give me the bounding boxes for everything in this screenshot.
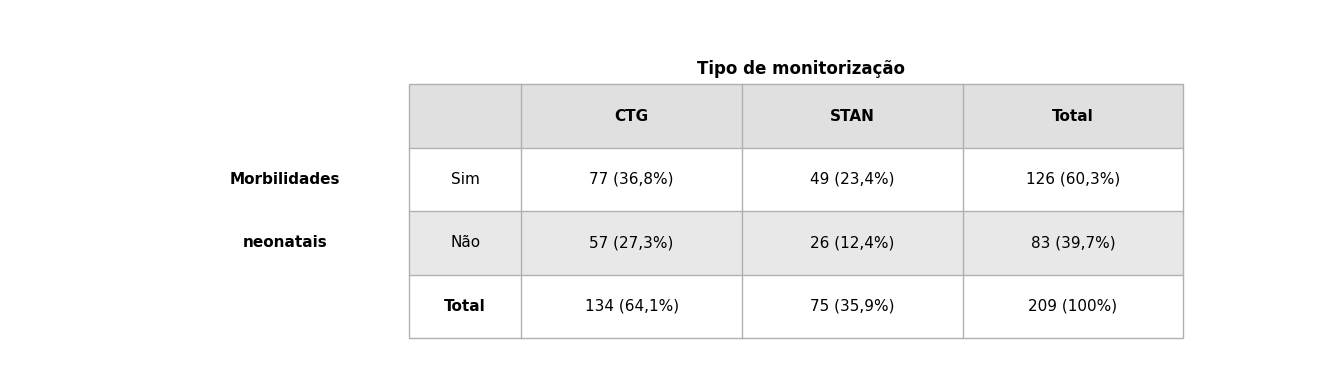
Bar [409, 148, 1183, 211]
Text: 134 (64,1%): 134 (64,1%) [585, 299, 679, 314]
Bar [409, 211, 1183, 275]
Text: Não: Não [450, 236, 481, 250]
Text: 83 (39,7%): 83 (39,7%) [1031, 236, 1115, 250]
Text: STAN: STAN [830, 108, 875, 124]
Text: 209 (100%): 209 (100%) [1028, 299, 1118, 314]
Text: 49 (23,4%): 49 (23,4%) [810, 172, 895, 187]
Bar [409, 84, 1183, 148]
Bar [409, 84, 1183, 338]
Text: Total: Total [445, 299, 486, 314]
Text: Sim: Sim [450, 172, 480, 187]
Bar [409, 275, 1183, 338]
Text: 57 (27,3%): 57 (27,3%) [590, 236, 674, 250]
Text: Morbilidades: Morbilidades [230, 172, 341, 187]
Text: 77 (36,8%): 77 (36,8%) [590, 172, 674, 187]
Text: CTG: CTG [614, 108, 649, 124]
Text: neonatais: neonatais [242, 236, 328, 250]
Text: Tipo de monitorização: Tipo de monitorização [698, 60, 906, 78]
Text: 26 (12,4%): 26 (12,4%) [810, 236, 895, 250]
Text: 75 (35,9%): 75 (35,9%) [810, 299, 895, 314]
Text: 126 (60,3%): 126 (60,3%) [1026, 172, 1120, 187]
Text: Total: Total [1052, 108, 1094, 124]
